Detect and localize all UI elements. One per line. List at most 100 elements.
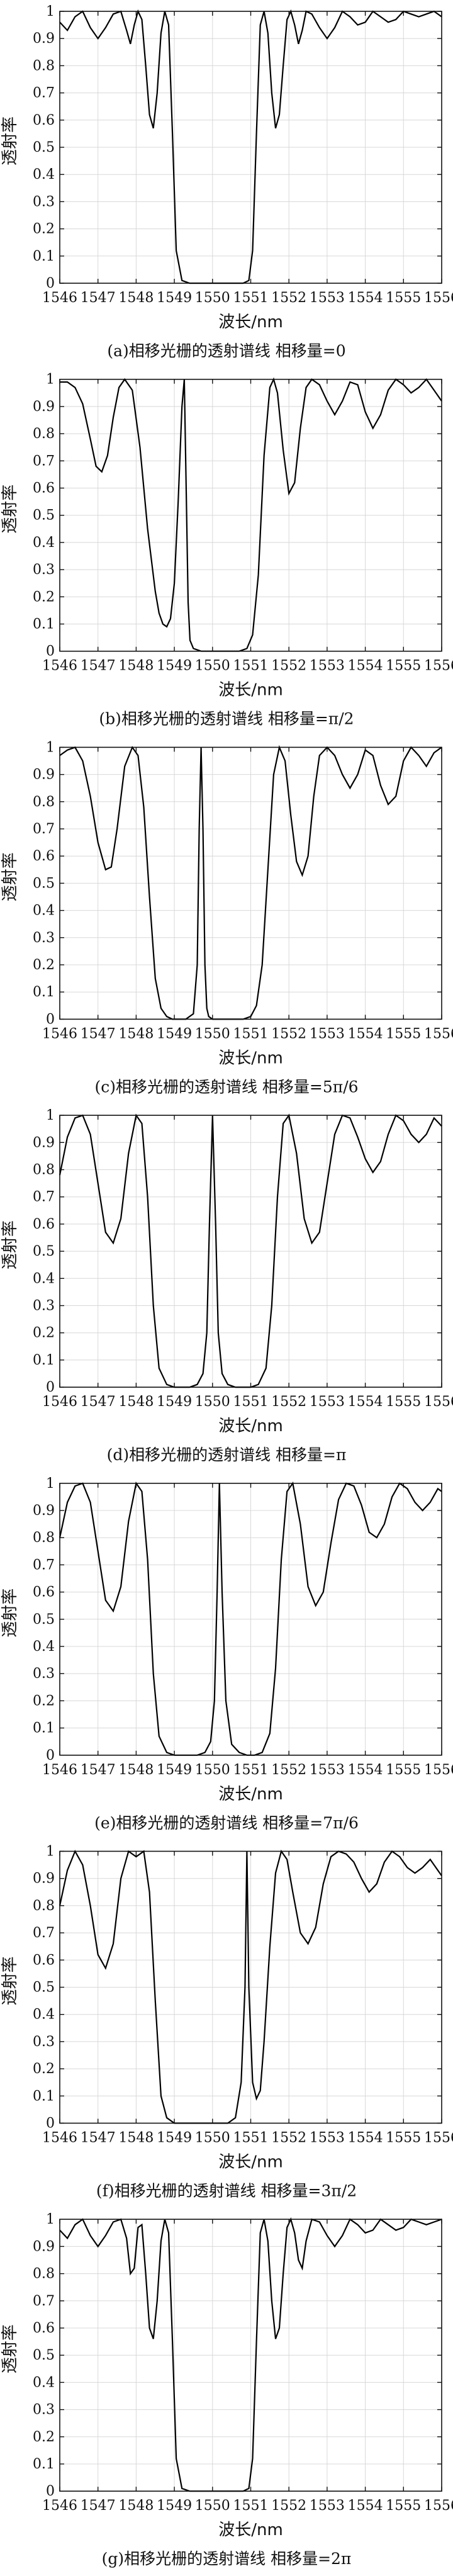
y-tick-label: 0.9 xyxy=(33,1871,55,1887)
x-axis-label: 波长/nm xyxy=(218,2521,283,2539)
y-tick-label: 0.5 xyxy=(33,140,55,155)
x-tick-label: 1552 xyxy=(271,1394,306,1410)
y-tick-label: 1 xyxy=(46,4,55,20)
x-tick-label: 1547 xyxy=(81,1762,116,1778)
x-tick-label: 1546 xyxy=(42,2130,77,2146)
y-tick-label: 0.2 xyxy=(33,2429,55,2445)
y-tick-label: 0.7 xyxy=(33,1557,55,1573)
y-tick-label: 0.6 xyxy=(33,848,55,864)
transmission-curve xyxy=(59,9,442,284)
x-tick-label: 1556 xyxy=(424,1762,453,1778)
y-axis-label: 透射率 xyxy=(1,116,20,166)
y-tick-label: 0.5 xyxy=(33,1612,55,1628)
y-tick-label: 1 xyxy=(46,1476,55,1492)
x-tick-label: 1551 xyxy=(233,1762,269,1778)
x-tick-label: 1546 xyxy=(42,1026,77,1042)
y-axis-label: 透射率 xyxy=(1,485,20,534)
y-tick-label: 0.3 xyxy=(33,194,55,210)
x-axis-label: 波长/nm xyxy=(218,1049,283,1067)
chart-panel-6: 1546 1547 1548 1549 1550 1551 1552 1553 1554 1555… xyxy=(1,1844,453,2200)
x-tick-label: 1546 xyxy=(42,658,77,674)
y-tick-label: 0.7 xyxy=(33,1190,55,1205)
y-tick-label: 0 xyxy=(46,1011,55,1027)
x-tick-label: 1555 xyxy=(386,2498,421,2514)
y-tick-label: 0.9 xyxy=(33,767,55,783)
y-tick-label: 0.6 xyxy=(33,1585,55,1600)
y-tick-label: 0.8 xyxy=(33,794,55,810)
y-tick-label: 0.8 xyxy=(33,1162,55,1178)
y-tick-label: 0.1 xyxy=(33,1353,55,1368)
y-tick-label: 0.1 xyxy=(33,1721,55,1736)
y-tick-label: 0.1 xyxy=(33,984,55,1000)
y-tick-label: 0.6 xyxy=(33,1952,55,1968)
y-tick-label: 0.2 xyxy=(33,2061,55,2077)
y-tick-label: 0.5 xyxy=(33,2348,55,2363)
x-tick-label: 1553 xyxy=(310,1762,345,1778)
y-tick-label: 0.9 xyxy=(33,399,55,415)
x-tick-label: 1549 xyxy=(157,1394,192,1410)
y-tick-label: 1 xyxy=(46,1108,55,1123)
y-tick-label: 0.6 xyxy=(33,1217,55,1232)
x-tick-label: 1548 xyxy=(118,1394,154,1410)
x-tick-label: 1552 xyxy=(271,290,306,306)
x-tick-label: 1548 xyxy=(118,658,154,674)
y-tick-label: 0.2 xyxy=(33,957,55,973)
y-tick-label: 0.4 xyxy=(33,1271,55,1286)
x-tick-label: 1546 xyxy=(42,1394,77,1410)
y-tick-label: 0.3 xyxy=(33,2034,55,2050)
transmission-curve xyxy=(59,2217,442,2492)
transmission-curve xyxy=(59,1849,442,2124)
x-tick-label: 1550 xyxy=(195,1026,230,1042)
y-tick-label: 0.8 xyxy=(33,426,55,442)
y-tick-label: 0.2 xyxy=(33,222,55,237)
y-tick-label: 0.6 xyxy=(33,2320,55,2336)
y-tick-label: 0.3 xyxy=(33,930,55,946)
y-tick-label: 0.6 xyxy=(33,113,55,128)
x-tick-label: 1546 xyxy=(42,290,77,306)
y-tick-label: 0.3 xyxy=(33,2402,55,2418)
y-tick-label: 0.5 xyxy=(33,875,55,891)
y-tick-label: 0.7 xyxy=(33,86,55,101)
x-tick-label: 1555 xyxy=(386,1026,421,1042)
y-tick-label: 0.8 xyxy=(33,2266,55,2282)
x-tick-label: 1554 xyxy=(348,1026,383,1042)
x-tick-label: 1553 xyxy=(310,2130,345,2146)
y-axis-label: 透射率 xyxy=(1,852,20,901)
y-tick-label: 0.1 xyxy=(33,2456,55,2472)
chart-panel-7: 1546 1547 1548 1549 1550 1551 1552 1553 1554 1555… xyxy=(1,2212,453,2568)
chart-panel-1: 1546 1547 1548 1549 1550 1551 1552 1553 1554 1555… xyxy=(1,4,453,360)
y-tick-label: 0.2 xyxy=(33,1325,55,1341)
x-tick-label: 1551 xyxy=(233,1394,269,1410)
y-tick-label: 0.4 xyxy=(33,1639,55,1655)
y-tick-label: 0.8 xyxy=(33,1530,55,1546)
x-tick-label: 1549 xyxy=(157,658,192,674)
y-tick-label: 0.9 xyxy=(33,2239,55,2254)
y-tick-label: 0.9 xyxy=(33,31,55,47)
x-tick-label: 1553 xyxy=(310,658,345,674)
x-tick-label: 1550 xyxy=(195,658,230,674)
y-axis-label: 透射率 xyxy=(1,1589,20,1638)
y-tick-label: 0 xyxy=(46,1380,55,1395)
x-tick-label: 1547 xyxy=(81,1026,116,1042)
x-tick-label: 1556 xyxy=(424,290,453,306)
x-tick-label: 1552 xyxy=(271,658,306,674)
chart-panel-2: 1546 1547 1548 1549 1550 1551 1552 1553 1554 1555… xyxy=(1,372,453,728)
chart-panel-3: 1546 1547 1548 1549 1550 1551 1552 1553 1554 1555… xyxy=(1,740,453,1096)
x-tick-label: 1550 xyxy=(195,2130,230,2146)
x-axis-label: 波长/nm xyxy=(218,681,283,700)
figure-caption: (g)相移光栅的透射谱线 相移量=2π xyxy=(102,2550,352,2568)
y-tick-label: 0.1 xyxy=(33,249,55,264)
chart-panel-4: 1546 1547 1548 1549 1550 1551 1552 1553 1554 1555… xyxy=(1,1108,453,1464)
y-tick-label: 0 xyxy=(46,644,55,660)
y-tick-label: 0.7 xyxy=(33,1925,55,1941)
y-tick-label: 0.9 xyxy=(33,1503,55,1519)
y-tick-label: 0.9 xyxy=(33,1135,55,1150)
y-tick-label: 0 xyxy=(46,1748,55,1763)
y-tick-label: 0.8 xyxy=(33,58,55,74)
x-tick-label: 1551 xyxy=(233,658,269,674)
y-tick-label: 0.5 xyxy=(33,508,55,524)
x-tick-label: 1554 xyxy=(348,2498,383,2514)
x-axis-label: 波长/nm xyxy=(218,2153,283,2172)
y-tick-label: 0.4 xyxy=(33,903,55,919)
